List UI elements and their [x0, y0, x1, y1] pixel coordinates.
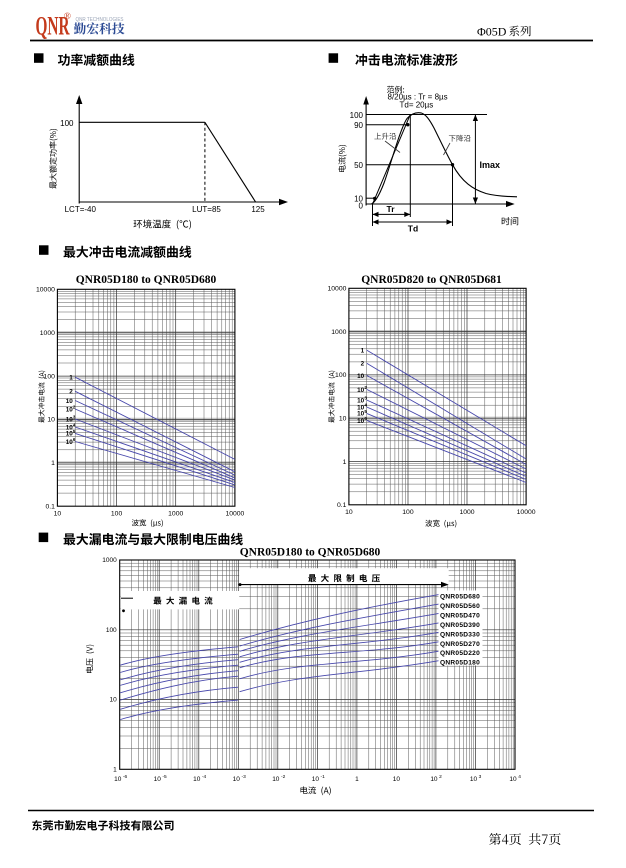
svg-text:6: 6	[364, 416, 367, 421]
svg-text:10: 10	[339, 416, 347, 423]
svg-text:QNR05D560: QNR05D560	[440, 603, 480, 610]
svg-text:100: 100	[106, 627, 117, 634]
svg-text:1000: 1000	[331, 329, 346, 336]
svg-text:QNR05D180: QNR05D180	[440, 660, 480, 667]
svg-text:10000: 10000	[327, 286, 346, 293]
svg-text:3: 3	[73, 415, 76, 420]
svg-text:LCT=-40: LCT=-40	[65, 205, 97, 214]
svg-text:10: 10	[54, 510, 62, 517]
svg-text:5: 5	[73, 429, 76, 434]
svg-text:10: 10	[114, 776, 122, 783]
svg-text:QNR: QNR	[36, 12, 70, 41]
svg-text:4: 4	[518, 774, 521, 780]
svg-text:1000: 1000	[459, 509, 474, 516]
svg-text:2: 2	[364, 385, 367, 390]
svg-text:-4: -4	[202, 774, 207, 780]
svg-text:1: 1	[69, 375, 73, 382]
svg-text:10: 10	[66, 416, 74, 423]
svg-text:10: 10	[430, 776, 438, 783]
svg-text:-5: -5	[162, 774, 167, 780]
svg-text:QNR05D270: QNR05D270	[440, 641, 480, 648]
svg-text:®: ®	[64, 11, 71, 22]
svg-text:10: 10	[66, 424, 74, 431]
svg-text:10: 10	[357, 387, 365, 394]
svg-text:10: 10	[154, 776, 162, 783]
svg-text:QNR05D680: QNR05D680	[440, 594, 480, 601]
svg-text:Td: Td	[408, 224, 418, 234]
svg-text:10: 10	[272, 776, 280, 783]
svg-text:QNR05D180 to QNR05D680: QNR05D180 to QNR05D680	[76, 274, 217, 286]
svg-text:QNR TECHNOLOGIES: QNR TECHNOLOGIES	[76, 17, 125, 23]
svg-text:2: 2	[73, 405, 76, 410]
svg-text:1: 1	[355, 776, 359, 783]
svg-text:50: 50	[354, 161, 363, 170]
svg-text:10: 10	[66, 406, 74, 413]
svg-text:10: 10	[357, 418, 365, 425]
svg-text:1000: 1000	[102, 557, 117, 564]
svg-text:10: 10	[357, 411, 365, 418]
svg-text:-3: -3	[241, 774, 246, 780]
svg-text:5: 5	[364, 409, 367, 414]
svg-text:-2: -2	[281, 774, 286, 780]
svg-text:8/20µs : Tr = 8µs: 8/20µs : Tr = 8µs	[388, 93, 448, 102]
svg-text:4: 4	[73, 423, 76, 428]
svg-text:-6: -6	[123, 774, 128, 780]
svg-text:1000: 1000	[40, 330, 55, 337]
svg-text:10: 10	[66, 431, 74, 438]
svg-text:2: 2	[361, 361, 365, 368]
svg-text:1000: 1000	[168, 510, 183, 517]
svg-text:0.1: 0.1	[337, 502, 347, 509]
svg-text:100: 100	[402, 509, 414, 516]
svg-text:10: 10	[345, 509, 353, 516]
svg-text:10: 10	[357, 373, 365, 380]
svg-text:10: 10	[357, 397, 365, 404]
svg-text:90: 90	[354, 121, 363, 130]
svg-text:100: 100	[350, 111, 364, 120]
svg-text:3: 3	[479, 774, 482, 780]
svg-text:10: 10	[312, 776, 320, 783]
svg-text:100: 100	[335, 372, 347, 379]
svg-text:QNR05D470: QNR05D470	[440, 612, 480, 619]
svg-text:3: 3	[364, 396, 367, 401]
svg-text:Φ05D: Φ05D	[477, 24, 507, 38]
svg-text:10: 10	[357, 404, 365, 411]
svg-text:10: 10	[193, 776, 201, 783]
svg-text:QNR05D330: QNR05D330	[440, 631, 480, 638]
svg-text:6: 6	[73, 437, 76, 442]
svg-text:-1: -1	[321, 774, 326, 780]
svg-text:0.1: 0.1	[45, 504, 55, 511]
svg-text:2: 2	[69, 389, 73, 396]
svg-text:1: 1	[51, 460, 55, 467]
svg-text:4: 4	[364, 403, 367, 408]
svg-text:10: 10	[66, 398, 74, 405]
svg-text:QNR05D220: QNR05D220	[440, 650, 480, 657]
svg-text:Tr: Tr	[386, 204, 395, 214]
svg-text:10: 10	[470, 776, 478, 783]
svg-text:1: 1	[361, 348, 365, 355]
svg-text:10000: 10000	[36, 287, 55, 294]
svg-text:QNR05D180 to QNR05D680: QNR05D180 to QNR05D680	[240, 547, 381, 559]
svg-text:100: 100	[60, 119, 74, 128]
svg-text:10000: 10000	[517, 509, 536, 516]
svg-text:2: 2	[439, 774, 442, 780]
svg-text:QNR05D390: QNR05D390	[440, 622, 480, 629]
svg-text:100: 100	[44, 373, 56, 380]
svg-text:QNR05D820 to QNR05D681: QNR05D820 to QNR05D681	[361, 274, 502, 286]
svg-text:10: 10	[109, 697, 117, 704]
svg-text:125: 125	[251, 205, 265, 214]
svg-text:10: 10	[509, 776, 517, 783]
svg-text:1: 1	[113, 767, 117, 774]
svg-text:0: 0	[359, 202, 364, 211]
svg-text:10: 10	[393, 776, 401, 783]
svg-text:10000: 10000	[225, 510, 244, 517]
svg-text:10: 10	[47, 417, 55, 424]
svg-text:100: 100	[111, 510, 123, 517]
svg-text:10: 10	[66, 439, 74, 446]
svg-text:1: 1	[343, 459, 347, 466]
svg-text:Td= 20µs: Td= 20µs	[400, 101, 434, 110]
svg-text:LUT=85: LUT=85	[192, 205, 221, 214]
svg-text:10: 10	[354, 195, 363, 204]
svg-text:10: 10	[233, 776, 241, 783]
svg-text:Imax: Imax	[480, 160, 501, 170]
